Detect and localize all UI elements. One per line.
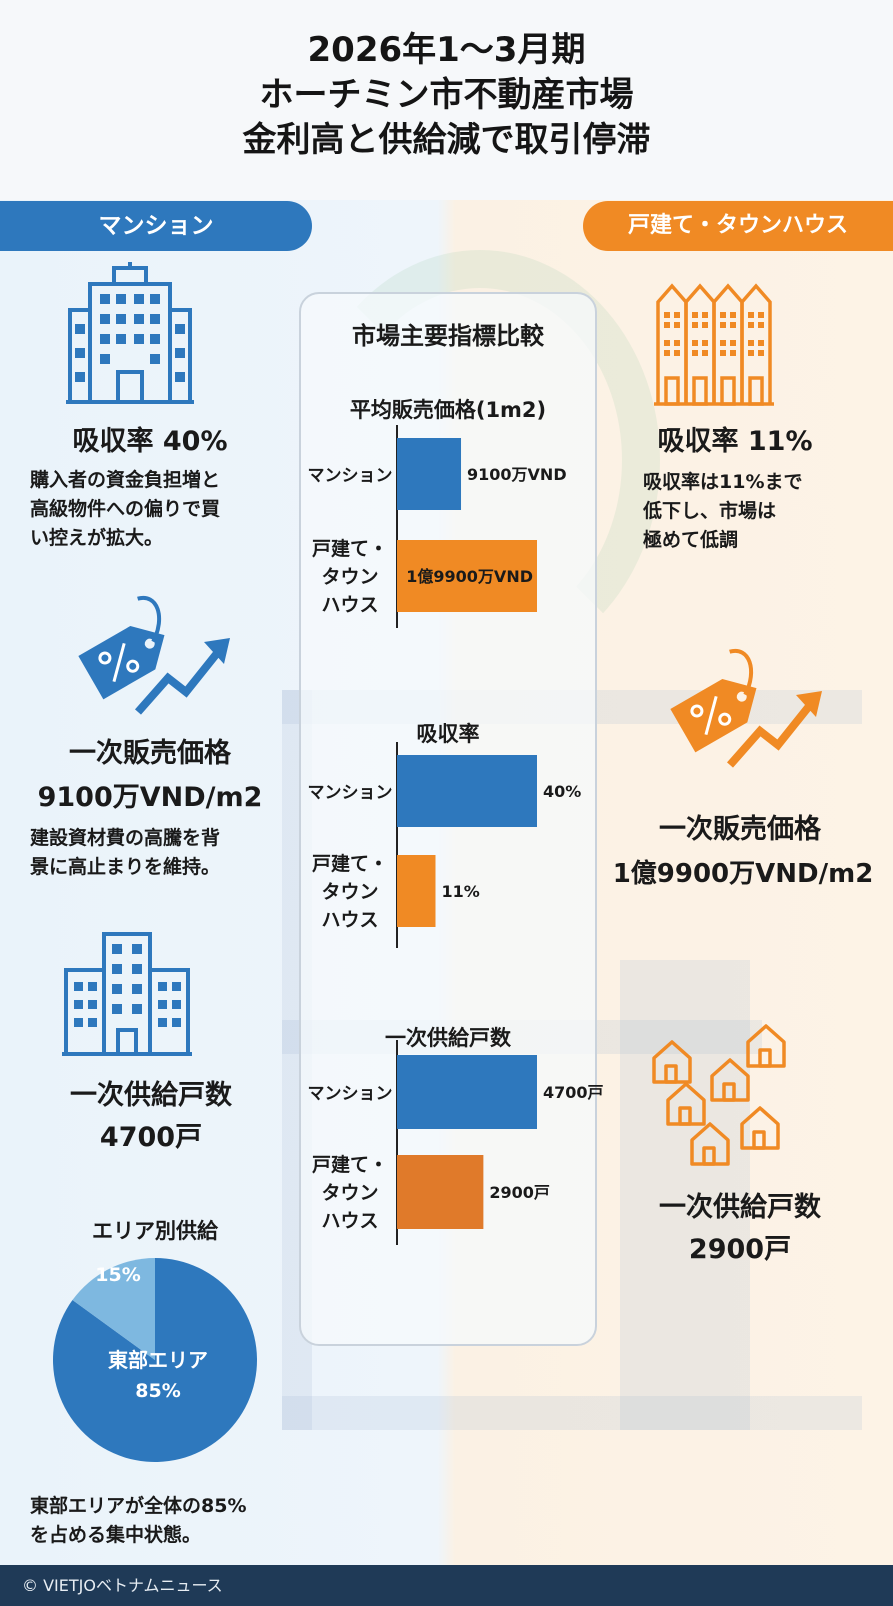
bar-condominium [397,755,537,827]
bar-condominium [397,1055,537,1129]
bar-value-label: 2900戸 [489,1183,550,1202]
bar-category-label: ハウス [321,1210,378,1232]
area-supply-title: エリア別供給 [92,1219,218,1243]
page-header: 2026年1〜3月期 ホーチミン市不動産市場 金利高と供給減で取引停滞 [0,0,893,200]
comparison-panel-title: 市場主要指標比較 [352,322,544,350]
bar-category-label: 戸建て・ [312,537,388,560]
houses-cluster-icon [652,1024,786,1166]
apartment-building-icon [66,262,194,404]
townhouse-supply-value: 2900戸 [688,1234,792,1265]
bar-value-label: 4700戸 [543,1083,604,1102]
townhouse-price-label: 一次販売価格 [659,814,821,845]
copyright-footer: © VIETJOベトナムニュース [0,1565,893,1606]
price-tag-rising-arrow-icon [670,648,822,768]
apartment-cluster-icon [62,932,192,1056]
bar-category-label: タウン [321,1182,378,1204]
bar-category-label: ハウス [321,594,378,616]
pie-label-east-area: 東部エリア [108,1348,208,1372]
title-line-1: 2026年1〜3月期 [307,30,586,70]
bar-value-label: 11% [442,882,480,901]
condo-price-label: 一次販売価格 [69,738,231,769]
area-supply-pie-chart: 15% 東部エリア 85% [53,1258,257,1462]
condo-supply-value: 4700戸 [99,1122,203,1153]
price-chart-title: 平均販売価格(1m2) [349,398,547,422]
price-tag-rising-arrow-icon [78,595,230,715]
area-supply-description: 東部エリアが全体の85% を占める集中状態。 [30,1495,247,1546]
bar-category-label: タウン [321,881,378,903]
bar-value-label: 40% [543,782,581,801]
bar-category-label: マンション [308,466,393,486]
pie-label-east-percent: 85% [135,1380,180,1402]
bar-category-label: マンション [308,783,393,803]
pie-label-minor-percent: 15% [95,1264,140,1286]
townhouse-price-value: 1億9900万VND/m2 [612,859,874,889]
bar-value-label: 9100万VND [467,465,567,484]
bar-category-label: マンション [308,1084,393,1104]
condo-supply-label: 一次供給戸数 [70,1080,232,1111]
pie-slice-other [72,1258,155,1360]
condo-price-value: 9100万VND/m2 [37,782,263,813]
bar-townhouse [397,540,537,612]
bar-townhouse [397,1155,484,1229]
title-line-2: ホーチミン市不動産市場 [259,75,634,115]
townhouse-absorption-rate: 吸収率 11% [657,426,813,457]
townhouse-row-icon [654,283,774,406]
supply-chart-title: 一次供給戸数 [385,1026,511,1050]
condo-absorption-rate: 吸収率 40% [72,426,228,457]
condo-price-description: 建設資材費の高騰を背 景に高止まりを維持。 [30,827,221,878]
absorption-chart-title: 吸収率 [416,722,480,746]
bar-value-label: 1億9900万VND [406,567,533,586]
bar-category-label: ハウス [321,909,378,931]
condominium-header: マンション [0,201,312,251]
townhouse-header: 戸建て・タウンハウス [583,201,893,251]
bar-category-label: 戸建て・ [312,1153,388,1176]
condo-absorption-description: 購入者の資金負担増と 高級物件への偏りで買 い控えが拡大。 [30,469,221,549]
townhouse-supply-label: 一次供給戸数 [659,1192,821,1223]
title-line-3: 金利高と供給減で取引停滞 [242,120,651,160]
bar-category-label: 戸建て・ [312,852,388,875]
bar-condominium [397,438,462,510]
bar-townhouse [397,855,436,927]
townhouse-absorption-description: 吸収率は11%まで 低下し、市場は 極めて低調 [643,471,803,551]
bar-category-label: タウン [321,566,378,588]
